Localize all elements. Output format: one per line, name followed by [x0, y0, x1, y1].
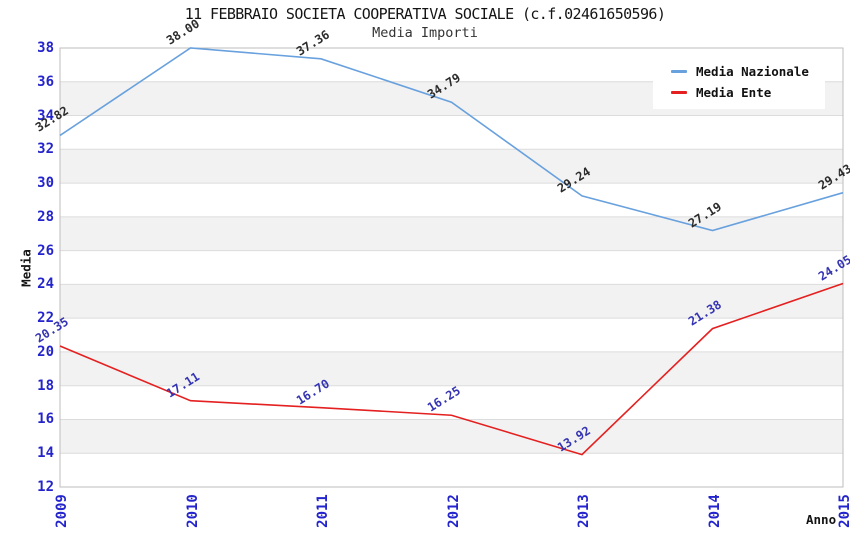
- y-tick-label: 12: [37, 479, 54, 495]
- x-axis-title: Anno: [806, 512, 837, 527]
- y-tick-label: 28: [37, 208, 54, 225]
- y-tick-label: 24: [37, 276, 54, 293]
- y-tick-label: 38: [37, 40, 54, 56]
- x-tick-label: 2013: [576, 494, 592, 528]
- y-tick-label: 14: [37, 445, 54, 462]
- y-tick-label: 16: [37, 411, 54, 428]
- y-tick-label: 18: [37, 377, 54, 394]
- legend-swatch-blue-line-icon: [671, 70, 687, 73]
- x-tick-label: 2012: [445, 494, 462, 528]
- y-tick-label: 34: [37, 107, 54, 124]
- plot-band: [60, 216, 843, 251]
- plot-border: [59, 47, 844, 488]
- plot-band: [60, 284, 843, 319]
- legend-swatch-red-line-icon: [671, 91, 687, 94]
- plot-band: [60, 385, 843, 420]
- series-line-media-nazionale: [59, 47, 844, 232]
- plot-band: [60, 419, 843, 454]
- legend-item-media-nazionale: Media Nazionale: [671, 64, 809, 79]
- legend: Media Nazionale Media Ente: [653, 56, 825, 109]
- x-tick-label: 2011: [315, 494, 331, 528]
- plot-band: [60, 183, 843, 217]
- y-tick-label: 26: [37, 242, 54, 259]
- x-tick-label: 2014: [706, 494, 723, 528]
- x-tick-label: 2009: [54, 494, 70, 528]
- y-tick-label: 32: [37, 141, 54, 158]
- plot-band: [60, 318, 843, 352]
- plot-band: [60, 351, 843, 386]
- plot-band: [60, 453, 843, 487]
- chart-subtitle: Media Importi: [372, 25, 478, 41]
- x-tick-label: 2010: [184, 494, 201, 528]
- legend-label-media-ente: Media Ente: [696, 85, 772, 100]
- chart-title: 11 FEBBRAIO SOCIETA COOPERATIVA SOCIALE …: [184, 5, 666, 23]
- legend-item-media-ente: Media Ente: [671, 85, 809, 100]
- x-tick-label: 2015: [837, 494, 850, 528]
- y-tick-label: 22: [37, 310, 54, 327]
- plot-band: [60, 250, 843, 285]
- legend-label-media-nazionale: Media Nazionale: [696, 64, 809, 79]
- y-tick-label: 20: [37, 343, 54, 360]
- series-line-media-ente: [59, 282, 844, 456]
- plot-band: [60, 115, 843, 150]
- y-tick-label: 36: [37, 73, 54, 90]
- y-tick-label: 30: [37, 175, 54, 192]
- plot-band: [60, 149, 843, 184]
